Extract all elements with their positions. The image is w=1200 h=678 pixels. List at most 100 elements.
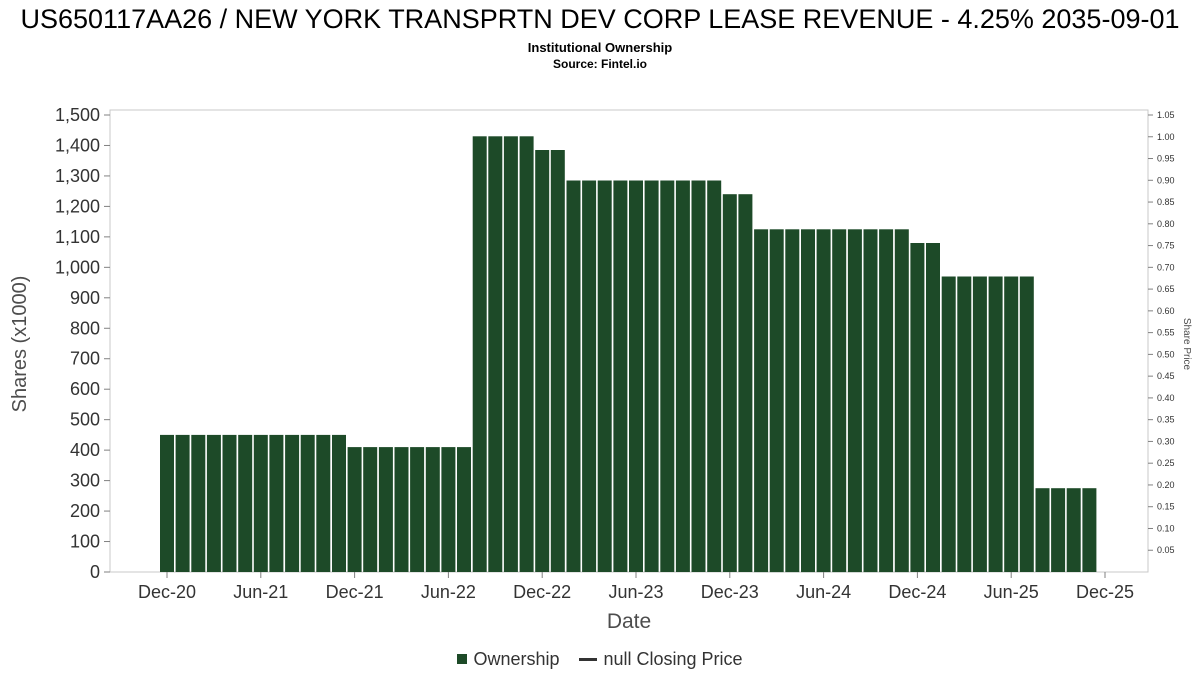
svg-text:Dec-23: Dec-23	[701, 582, 759, 602]
bar	[488, 136, 503, 573]
bar	[926, 243, 940, 572]
legend-label-closing-price: null Closing Price	[603, 648, 743, 669]
svg-text:1.00: 1.00	[1157, 132, 1175, 142]
bar	[191, 434, 206, 572]
bar	[347, 447, 362, 572]
y-axis-right: 0.05 0.10 0.15 0.20 0.25 0.30 0.35 0.40 0.45 0.50…	[1148, 110, 1175, 555]
svg-text:Dec-20: Dec-20	[138, 582, 196, 602]
bar	[160, 434, 174, 572]
bar	[425, 447, 440, 572]
y-axis-left: 0 100 200 300 400 500 600 700 800 900 1,000 1,100 1,…	[55, 105, 110, 582]
svg-text:0.20: 0.20	[1157, 480, 1175, 490]
bar	[972, 276, 987, 572]
svg-text:0.70: 0.70	[1157, 262, 1175, 272]
bar	[894, 229, 909, 573]
svg-text:0.95: 0.95	[1157, 154, 1175, 164]
bar	[253, 434, 268, 572]
svg-text:0.55: 0.55	[1157, 328, 1175, 338]
bar	[269, 434, 284, 572]
bar	[629, 180, 643, 572]
legend-item-ownership[interactable]: Ownership	[457, 649, 559, 670]
svg-text:1,000: 1,000	[55, 257, 100, 277]
bar	[660, 180, 675, 572]
bar	[1066, 488, 1081, 572]
svg-text:0.75: 0.75	[1157, 241, 1175, 251]
bar	[847, 229, 862, 573]
bar	[206, 434, 221, 572]
bar	[300, 434, 315, 572]
bar	[738, 194, 753, 572]
svg-text:0.05: 0.05	[1157, 545, 1175, 555]
svg-text:0.25: 0.25	[1157, 458, 1175, 468]
svg-text:800: 800	[70, 318, 100, 338]
y-axis-right-title: Share Price	[1181, 318, 1192, 371]
bar	[832, 229, 847, 573]
x-axis-title: Date	[607, 610, 651, 633]
bar	[769, 229, 784, 573]
y-axis-left-title: Shares (x1000)	[9, 276, 31, 413]
bar	[1004, 276, 1019, 572]
bar	[363, 447, 378, 572]
svg-text:0.50: 0.50	[1157, 349, 1175, 359]
bar	[707, 180, 722, 572]
bar	[1082, 488, 1097, 572]
svg-text:1,200: 1,200	[55, 196, 100, 216]
bar	[550, 150, 565, 572]
bar	[879, 229, 894, 573]
bar	[816, 229, 831, 573]
ownership-bars	[160, 136, 1097, 573]
bar	[582, 180, 597, 572]
svg-text:Dec-25: Dec-25	[1076, 582, 1134, 602]
svg-text:0.10: 0.10	[1157, 523, 1175, 533]
svg-text:Jun-22: Jun-22	[421, 582, 476, 602]
svg-text:0.15: 0.15	[1157, 502, 1175, 512]
bar	[957, 276, 972, 572]
svg-text:0.90: 0.90	[1157, 175, 1175, 185]
svg-text:1,500: 1,500	[55, 105, 100, 125]
bar	[988, 276, 1003, 572]
legend-item-closing-price[interactable]: null Closing Price	[579, 648, 743, 670]
svg-text:0.60: 0.60	[1157, 306, 1175, 316]
legend-label-ownership: Ownership	[473, 648, 560, 669]
bar	[332, 434, 346, 572]
bar	[175, 434, 190, 572]
bar	[910, 243, 925, 572]
svg-text:300: 300	[70, 471, 100, 491]
svg-text:600: 600	[70, 379, 100, 399]
x-axis: Dec-20 Jun-21 Dec-21 Jun-22 Dec-22 Jun-23 Dec-…	[138, 572, 1134, 602]
bar	[316, 434, 331, 572]
svg-text:0: 0	[90, 562, 100, 582]
svg-text:0.65: 0.65	[1157, 284, 1175, 294]
svg-text:200: 200	[70, 501, 100, 521]
svg-text:400: 400	[70, 440, 100, 460]
svg-text:1,100: 1,100	[55, 227, 100, 247]
svg-text:0.45: 0.45	[1157, 371, 1175, 381]
legend: Ownership null Closing Price	[0, 642, 1200, 676]
bar	[238, 434, 253, 572]
bar	[941, 276, 956, 572]
chart-subtitle: Institutional Ownership	[527, 40, 673, 55]
bar	[457, 447, 471, 572]
svg-text:Jun-24: Jun-24	[796, 582, 851, 602]
bar	[503, 136, 518, 573]
bar	[1019, 276, 1034, 572]
bar	[597, 180, 612, 572]
bar	[441, 447, 456, 572]
bar	[754, 229, 769, 573]
svg-text:Dec-24: Dec-24	[888, 582, 946, 602]
ownership-swatch-icon	[457, 654, 468, 664]
bar	[566, 180, 581, 572]
ownership-chart: 0 100 200 300 400 500 600 700 800 900 1,000 1,100 1,…	[9, 105, 1192, 633]
svg-text:700: 700	[70, 349, 100, 369]
page-title: US650117AA26 / NEW YORK TRANSPRTN DEV CO…	[20, 4, 1180, 34]
svg-text:0.80: 0.80	[1157, 219, 1175, 229]
bar	[519, 136, 534, 573]
bar	[691, 180, 706, 572]
svg-text:900: 900	[70, 288, 100, 308]
bar	[722, 194, 737, 572]
svg-text:Jun-25: Jun-25	[984, 582, 1039, 602]
bar	[1035, 488, 1050, 572]
bar	[863, 229, 878, 573]
bar	[1051, 488, 1066, 572]
bar	[410, 447, 425, 572]
